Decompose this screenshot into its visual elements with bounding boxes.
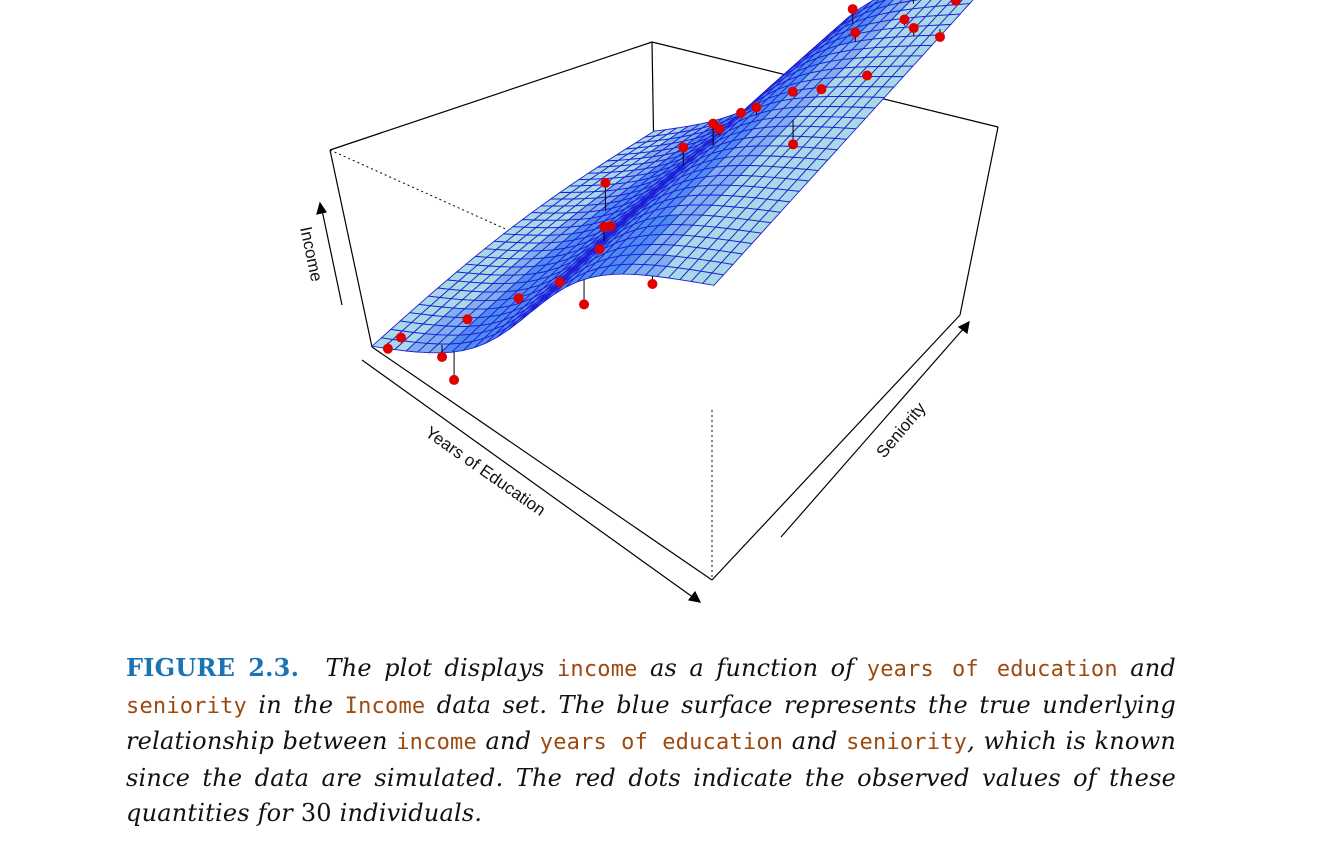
- caption-text: individuals.: [339, 799, 483, 827]
- code-term: seniority: [846, 730, 968, 755]
- regression-surface: [370, 0, 974, 354]
- observation-point: [850, 27, 861, 38]
- observation-point: [736, 107, 747, 118]
- code-term: income: [396, 730, 477, 755]
- figure-caption: FIGURE 2.3. The plot displays income as …: [126, 650, 1176, 832]
- observation-point: [382, 343, 393, 354]
- observation-point: [579, 299, 590, 310]
- observation-point: [847, 4, 858, 15]
- observation-point: [950, 0, 961, 6]
- surface-facet: [909, 0, 920, 2]
- caption-text: and: [485, 727, 532, 755]
- code-term: years of education: [539, 730, 784, 755]
- code-term: seniority: [126, 693, 248, 719]
- observation-point: [751, 102, 762, 113]
- caption-text: in the: [258, 690, 334, 719]
- observation-points: [382, 0, 961, 385]
- caption-text: as a function of: [649, 654, 855, 682]
- surface-facet: [701, 272, 725, 286]
- caption-text: The plot displays: [325, 654, 545, 682]
- caption-text: and: [1130, 654, 1176, 682]
- code-term: Income: [344, 693, 426, 719]
- observation-point: [605, 221, 616, 232]
- observation-point: [600, 177, 611, 188]
- observation-point: [788, 139, 799, 150]
- observation-point: [678, 142, 689, 153]
- caption-number: 30: [300, 799, 332, 827]
- observation-point: [816, 84, 827, 95]
- seniority-axis-label: Seniority: [873, 398, 930, 461]
- box-hidden-edges: [329, 149, 713, 580]
- observation-point: [899, 14, 910, 25]
- code-term: income: [556, 657, 638, 682]
- caption-text: , which is known since the data are simu…: [126, 727, 1176, 827]
- observation-point: [862, 70, 873, 81]
- caption-text: data set. The blue surface represents th…: [126, 690, 1176, 756]
- observation-point: [462, 314, 473, 325]
- observation-point: [594, 244, 605, 255]
- observation-point: [935, 31, 946, 42]
- code-term: years of education: [866, 657, 1118, 682]
- education-axis-arrowhead: [687, 590, 702, 603]
- axis-arrows: [316, 201, 970, 603]
- observation-point: [908, 23, 919, 34]
- education-axis-label: Years of Education: [422, 423, 549, 520]
- observation-point: [395, 332, 406, 343]
- figure-label: FIGURE 2.3.: [126, 653, 300, 682]
- income-axis-label: Income: [296, 225, 326, 283]
- seniority-axis-arrowhead: [957, 320, 970, 335]
- income-3d-surface-plot: Income Years of Education Seniority: [296, 0, 999, 603]
- observation-point: [647, 278, 658, 289]
- observation-point: [714, 123, 725, 134]
- observation-point: [554, 276, 565, 287]
- observation-point: [787, 86, 798, 97]
- observation-point: [449, 374, 460, 385]
- caption-text: and: [791, 727, 838, 755]
- income-axis-arrowhead: [316, 201, 327, 215]
- observation-point: [513, 293, 524, 304]
- observation-point: [437, 351, 448, 362]
